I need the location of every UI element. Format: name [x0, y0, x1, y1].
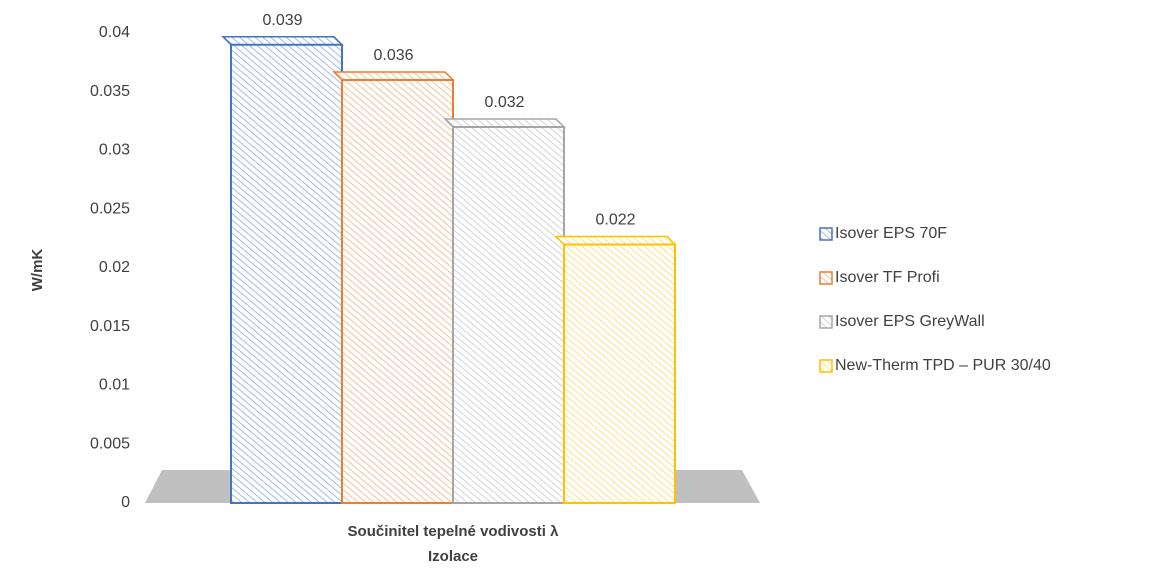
y-tick-label: 0.005 — [90, 435, 130, 452]
bar — [563, 243, 676, 504]
legend-label: Isover EPS 70F — [835, 225, 947, 242]
y-tick-label: 0.015 — [90, 318, 130, 335]
bar-top — [443, 118, 566, 128]
data-label: 0.039 — [262, 12, 302, 29]
legend-label: Isover EPS GreyWall — [835, 313, 985, 330]
y-tick-label: 0.02 — [99, 259, 130, 276]
data-label: 0.036 — [373, 47, 413, 64]
legend-label: Isover TF Profi — [835, 269, 940, 286]
y-tick-label: 0.025 — [90, 200, 130, 217]
y-tick-label: 0.035 — [90, 83, 130, 100]
bar — [452, 126, 565, 504]
legend-swatch — [819, 315, 833, 329]
x-axis-title: Izolace — [428, 548, 478, 565]
legend-swatch — [819, 359, 833, 373]
data-label: 0.022 — [595, 212, 635, 229]
y-tick-label: 0.04 — [99, 24, 130, 41]
y-tick-label: 0 — [121, 494, 130, 511]
y-axis-title: W/mK — [29, 249, 46, 292]
y-tick-label: 0.01 — [99, 377, 130, 394]
x-tick-label: Součinitel tepelné vodivosti λ — [348, 523, 560, 540]
legend-label: New-Therm TPD – PUR 30/40 — [835, 357, 1051, 374]
data-label: 0.032 — [484, 94, 524, 111]
y-tick-label: 0.03 — [99, 142, 130, 159]
bar-top — [221, 36, 344, 46]
bar — [230, 43, 343, 504]
bar-top — [554, 235, 677, 246]
bar — [341, 79, 454, 504]
legend-swatch — [819, 227, 833, 241]
legend-swatch — [819, 271, 833, 285]
bar-top — [332, 71, 455, 81]
